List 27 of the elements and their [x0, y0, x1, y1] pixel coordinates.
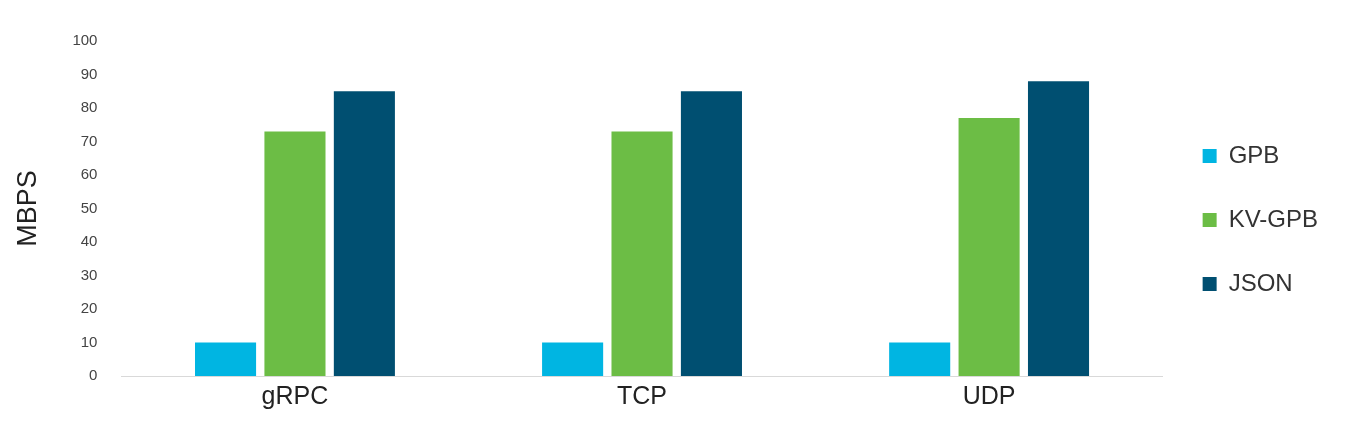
- x-tick-label: gRPC: [261, 380, 329, 409]
- bar: [1027, 81, 1090, 376]
- x-tick-label: TCP: [617, 380, 668, 409]
- y-tick-label: 70: [80, 131, 98, 149]
- y-tick-label: 0: [89, 366, 98, 384]
- y-tick-label: 50: [80, 198, 98, 216]
- y-tick-label: 40: [80, 232, 98, 250]
- y-tick-label: 30: [80, 265, 98, 283]
- bar: [264, 131, 326, 376]
- y-axis-title: MBPS: [11, 170, 42, 247]
- bar: [958, 118, 1020, 376]
- bar: [889, 342, 951, 376]
- bar: [542, 342, 604, 376]
- y-tick-label: 90: [80, 64, 98, 82]
- legend-label: JSON: [1228, 268, 1293, 296]
- y-tick-label: 80: [80, 98, 98, 116]
- bar: [680, 91, 742, 376]
- x-tick-label: UDP: [962, 380, 1016, 409]
- y-tick-label: 20: [80, 299, 98, 317]
- y-tick-label: 100: [72, 31, 98, 49]
- y-tick-label: 10: [80, 332, 98, 350]
- bar: [611, 131, 673, 376]
- y-tick-label: 60: [80, 165, 98, 183]
- legend-label: KV-GPB: [1228, 204, 1319, 232]
- legend-label: GPB: [1228, 140, 1280, 168]
- bar: [195, 342, 257, 376]
- bar: [333, 91, 395, 376]
